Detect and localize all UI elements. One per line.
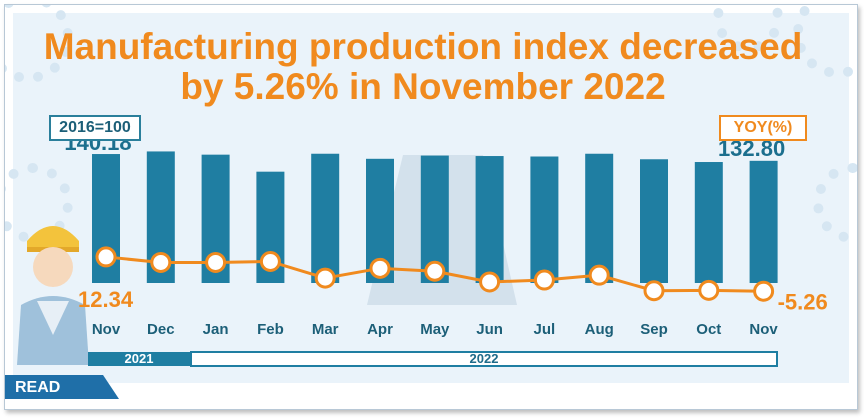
yoy-point-1 (150, 251, 172, 273)
x-tick-label: Jan (203, 321, 229, 338)
bar-7 (475, 156, 504, 283)
bar-8 (530, 156, 559, 283)
year-segment-2022 (190, 351, 778, 367)
year-label-2021: 2021 (125, 351, 154, 366)
x-tick-label: Jun (476, 321, 503, 338)
gear-decoration-icon (5, 5, 73, 83)
infographic-card: Manufacturing production index decreased… (4, 4, 858, 410)
chart-title-line2: by 5.26% in November 2022 (180, 66, 666, 107)
chart-title-line1: Manufacturing production index decreased (43, 26, 803, 67)
yoy-point-9 (588, 264, 610, 286)
yoy-point-3 (259, 251, 281, 272)
x-tick-label: Nov (749, 321, 778, 338)
x-tick-label: Jul (534, 321, 556, 338)
chart: Nov Dec Jan Feb Mar Apr May Jun Jul Aug Sep Oct Nov 1… (17, 130, 828, 367)
bar-9 (585, 153, 614, 283)
bar-4 (311, 153, 340, 283)
read-button[interactable]: READ (5, 375, 119, 399)
yoy-point-8 (533, 269, 555, 291)
x-tick-label: Sep (640, 321, 668, 338)
gear-decoration-icon (793, 5, 857, 78)
yoy-point-4 (314, 267, 336, 289)
bar-11 (694, 162, 723, 283)
year-label-2022: 2022 (470, 351, 499, 366)
bar-10 (640, 159, 668, 283)
x-tick-label: Mar (312, 321, 339, 338)
x-tick-label: May (420, 321, 450, 338)
yoy-point-6 (424, 260, 446, 282)
x-tick-label: Feb (257, 321, 284, 338)
bar-12 (749, 160, 778, 283)
yoy-point-0 (95, 246, 117, 268)
data-label-last-point: -5.26 (778, 289, 828, 314)
year-segment-2021 (88, 352, 190, 366)
x-tick-label: Apr (367, 321, 393, 338)
worker-illustration (17, 226, 89, 365)
base-year-label: 2016=100 (49, 115, 141, 141)
x-tick-label: Aug (585, 321, 614, 338)
x-tick-label: Nov (92, 321, 121, 338)
x-tick-label: Oct (696, 321, 721, 338)
gear-decoration-icon (813, 163, 857, 243)
yoy-point-10 (643, 280, 665, 302)
yoy-label: YOY(%) (719, 115, 807, 141)
yoy-point-2 (205, 251, 227, 273)
data-label-first-point: 12.34 (78, 287, 134, 312)
yoy-point-5 (369, 257, 391, 279)
yoy-point-11 (698, 279, 720, 301)
yoy-point-7 (479, 271, 501, 293)
x-tick-label: Dec (147, 321, 175, 338)
gear-decoration-icon (713, 5, 783, 53)
yoy-point-12 (753, 280, 775, 302)
